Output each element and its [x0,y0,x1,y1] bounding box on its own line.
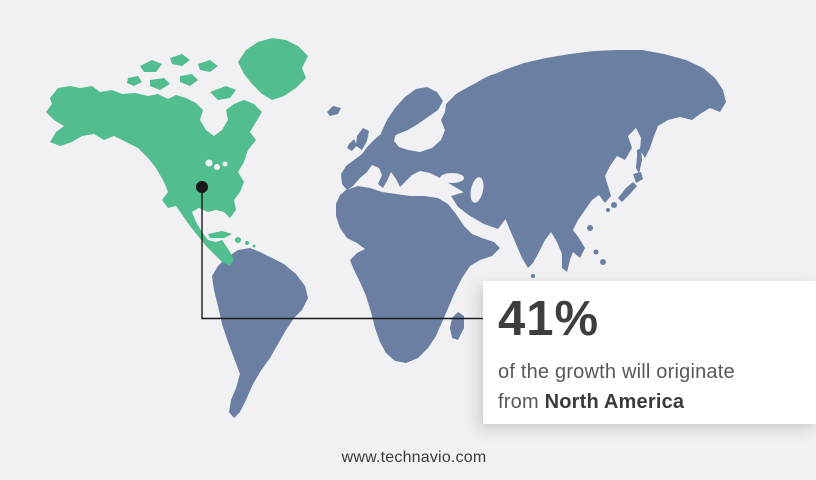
caspian-sea [470,177,484,203]
region-scandinavia [381,87,443,138]
region-great-britain [356,128,369,150]
region-novaya-zemlya [467,72,506,96]
callout-box: 41% of the growth will originate from No… [483,281,816,424]
region-madagascar [450,312,464,340]
region-north-america [46,38,308,266]
region-eurasia [341,50,726,272]
region-caribbean [208,231,256,248]
region-ireland [347,139,357,151]
stat-value: 41% [498,292,600,346]
highlighted-region-name: North America [544,390,685,413]
region-south-america [212,248,308,418]
stat-description-prefix: from [498,390,545,413]
region-sakhalin [636,148,642,174]
region-se-asia-islands [531,225,606,278]
marker-dot-north-america [196,181,208,193]
stat-description-line1: of the growth will originate [498,360,735,383]
footer-url[interactable]: www.technavio.com [341,449,487,466]
region-arctic-islands [127,54,236,100]
great-lakes [205,159,228,170]
north-america-mainland [46,86,262,266]
region-japan [606,172,643,212]
black-sea [440,173,464,183]
stat-description-line2: from North America [498,387,808,417]
region-greenland [238,38,308,100]
region-iceland [327,106,341,116]
region-arabia [451,191,507,229]
callout-connector-line [201,191,484,320]
